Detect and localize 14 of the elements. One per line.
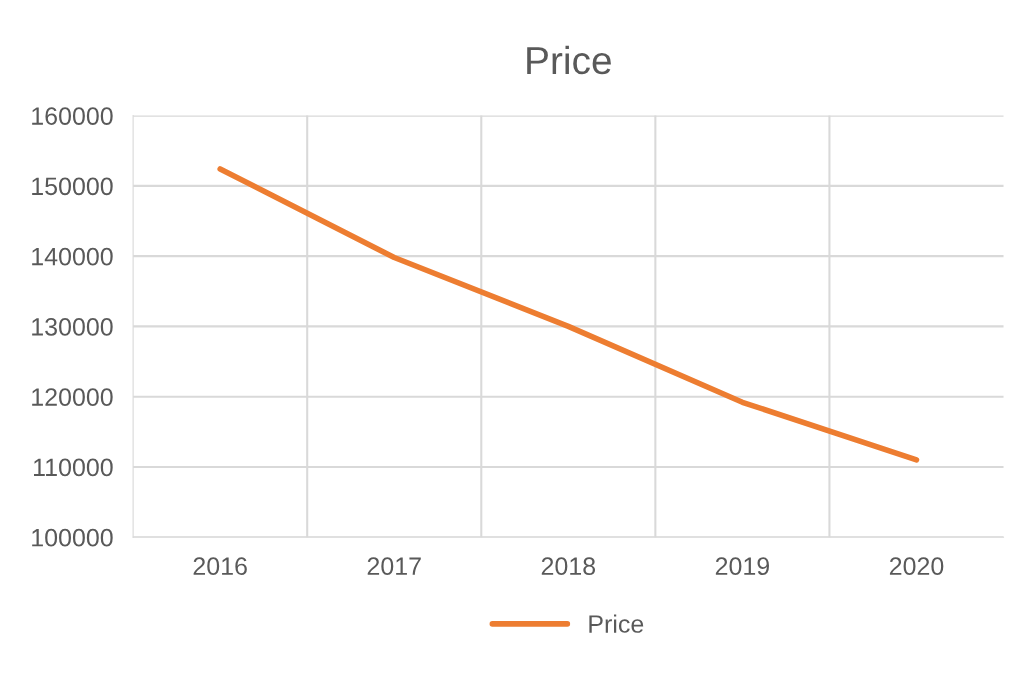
x-tick-label: 2018 xyxy=(541,557,596,576)
y-tick-label: 120000 xyxy=(32,388,113,406)
y-tick-label: 150000 xyxy=(32,177,113,196)
y-tick-label: 110000 xyxy=(34,458,113,477)
y-tick-label: 130000 xyxy=(32,318,113,336)
x-tick-label: 2017 xyxy=(367,557,421,576)
x-tick-label: 2020 xyxy=(889,557,944,576)
x-tick-label: 2019 xyxy=(715,557,770,576)
x-tick-label: 2016 xyxy=(193,557,247,576)
legend-label: Price xyxy=(589,614,644,633)
y-tick-label: 100000 xyxy=(32,528,113,547)
y-tick-label: 160000 xyxy=(32,107,113,125)
y-tick-label: 140000 xyxy=(32,247,113,266)
chart-title: Price xyxy=(527,45,611,75)
